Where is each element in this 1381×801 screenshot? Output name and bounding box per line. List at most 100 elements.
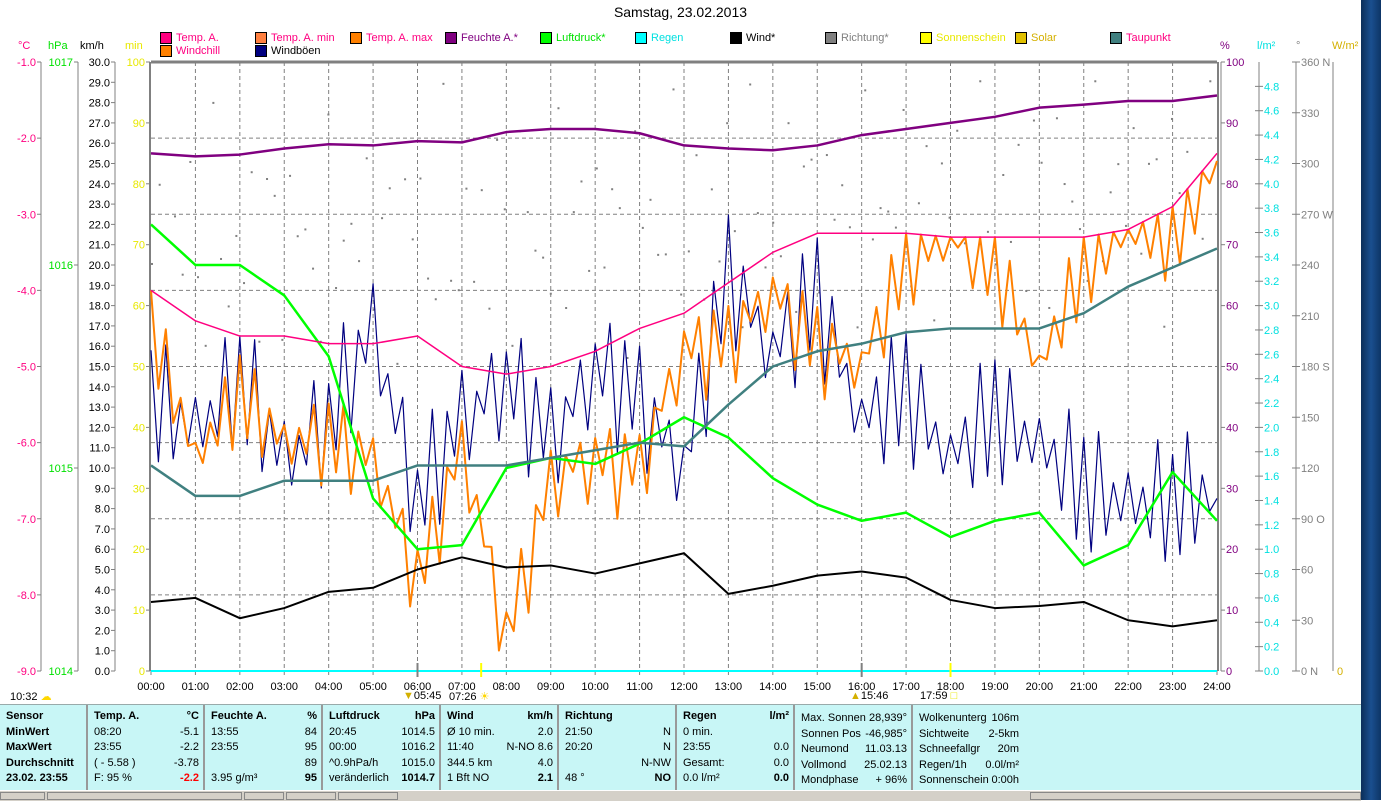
x-tick-label: 19:00 (981, 681, 1009, 693)
rain-axis-tick-label: 1.4 (1264, 495, 1279, 507)
direction-point (741, 326, 744, 329)
direction-point (335, 287, 338, 290)
x-tick-label: 05:00 (359, 681, 387, 693)
rain-axis-tick-label: 4.6 (1264, 106, 1279, 118)
direction-point (795, 310, 798, 313)
direction-point (1147, 162, 1150, 165)
direction-point (296, 235, 299, 238)
pressure-forecast: veränderlich (329, 772, 389, 784)
misc-column: Wolkenunterg 106m Sichtweite 2-5km Schneef… (913, 705, 1023, 791)
humidity-axis-tick-label: 100 (1226, 57, 1244, 69)
direction-point (419, 177, 422, 180)
humidity-min-value: 84 (304, 725, 317, 738)
axis-unit-sun: min (125, 40, 143, 52)
direction-point (220, 257, 223, 260)
left-time: 10:32 (10, 691, 38, 703)
temp-avg-value: -3.78 (173, 756, 199, 769)
legend-swatch (1015, 32, 1027, 44)
moon-icon: □ (950, 690, 958, 702)
direction-point (810, 158, 813, 161)
new-moon-value: 11.03.13 (864, 743, 907, 755)
direction-header: Richtung (565, 710, 613, 722)
sun-icon: ☀ (479, 691, 490, 703)
sunrise-twilight-label: ▼05:45 (403, 690, 441, 702)
direction-point (580, 180, 583, 183)
direction-point (312, 267, 315, 270)
humidity-current-value: 95 (304, 772, 317, 784)
pressure-current-value: 1014.7 (401, 772, 435, 784)
legend-swatch (825, 32, 837, 44)
rain-axis-tick-label: 3.4 (1264, 252, 1279, 264)
rain-column: Regen l/m² 0 min. 23:55 0.0 Gesamt: 0.0 0.0… (677, 705, 795, 791)
direction-point (450, 279, 453, 282)
legend-swatch (255, 45, 267, 57)
wind-axis-tick-label: 5.0 (95, 565, 110, 577)
twilight-up-icon: ▼ (403, 690, 414, 702)
wind-axis-tick-label: 9.0 (95, 483, 110, 495)
legend-item: Regen (635, 32, 683, 44)
legend-label: Feuchte A.* (461, 32, 518, 44)
wind-axis-tick-label: 6.0 (95, 544, 110, 556)
direction-point (626, 357, 629, 360)
direction-point (1178, 192, 1181, 195)
legend-item: Wind* (730, 32, 775, 44)
x-tick-label: 13:00 (715, 681, 743, 693)
direction-point (1002, 173, 1005, 176)
direction-point (488, 307, 491, 310)
direction-point (1140, 252, 1143, 255)
rain-axis-tick-label: 0.6 (1264, 593, 1279, 605)
rain-axis-tick-label: 2.4 (1264, 374, 1279, 386)
direction-point (718, 260, 721, 263)
rain-axis-tick-label: 1.2 (1264, 520, 1279, 532)
wind-axis-tick-label: 0.0 (95, 666, 110, 678)
rain-axis-tick-label: 1.8 (1264, 447, 1279, 459)
chart-title: Samstag, 23.02.2013 (613, 4, 748, 20)
direction-axis-tick-label: 240 (1301, 260, 1319, 272)
rain-axis-tick-label: 0.8 (1264, 569, 1279, 581)
legend-swatch (730, 32, 742, 44)
direction-point (994, 263, 997, 266)
rain-header: Regen (683, 710, 717, 722)
direction-point (933, 319, 936, 322)
pressure-min-value: 1014.5 (401, 725, 435, 738)
wind-day-avg: 4.0 (537, 756, 553, 769)
temp-unit: °C (186, 710, 199, 722)
x-tick-label: 14:00 (759, 681, 787, 693)
rain-axis-tick-label: 4.8 (1264, 81, 1279, 93)
direction-axis-tick-label: 270 W (1301, 209, 1333, 221)
wind-unit: km/h (527, 710, 553, 722)
wind-axis-tick-label: 23.0 (89, 199, 110, 211)
direction-point (1186, 150, 1189, 153)
direction-point (473, 280, 476, 283)
x-tick-label: 11:00 (626, 681, 653, 693)
row-label-min: MinWert (6, 725, 50, 738)
legend-item: Luftdruck* (540, 32, 606, 44)
direction-point (381, 217, 384, 220)
direction-point (266, 178, 269, 181)
series-line-wind (150, 552, 1218, 628)
legend-label: Regen (651, 32, 684, 44)
full-moon-label: Vollmond (801, 758, 847, 771)
wind-axis-tick-label: 26.0 (89, 138, 110, 150)
direction-point (1132, 127, 1135, 130)
legend-swatch (920, 32, 932, 44)
axis-unit-rain: l/m² (1257, 40, 1276, 52)
rain-axis-tick-label: 0.2 (1264, 642, 1279, 654)
temp-header: Temp. A. (94, 710, 140, 722)
x-tick-label: 08:00 (493, 681, 521, 693)
direction-point (181, 273, 184, 276)
sunshine-value: 0:00h (991, 774, 1019, 786)
moon-phase-label: Mondphase (801, 774, 859, 786)
x-tick-label: 22:00 (1114, 681, 1142, 693)
moon-phase-value: + 96% (875, 774, 908, 786)
direction-current-value: NO (654, 772, 672, 784)
rain-axis-tick-label: 3.0 (1264, 301, 1279, 313)
wind-axis-tick-label: 20.0 (89, 260, 110, 272)
rain-axis-tick-label: 4.0 (1264, 179, 1279, 191)
cloud-base-value: 106m (991, 712, 1019, 724)
legend-item: Sonnenschein (920, 32, 1006, 44)
wind-axis-tick-label: 13.0 (89, 402, 110, 414)
legend-label: Taupunkt (1126, 32, 1171, 44)
legend-swatch (445, 32, 457, 44)
direction-point (542, 256, 545, 259)
